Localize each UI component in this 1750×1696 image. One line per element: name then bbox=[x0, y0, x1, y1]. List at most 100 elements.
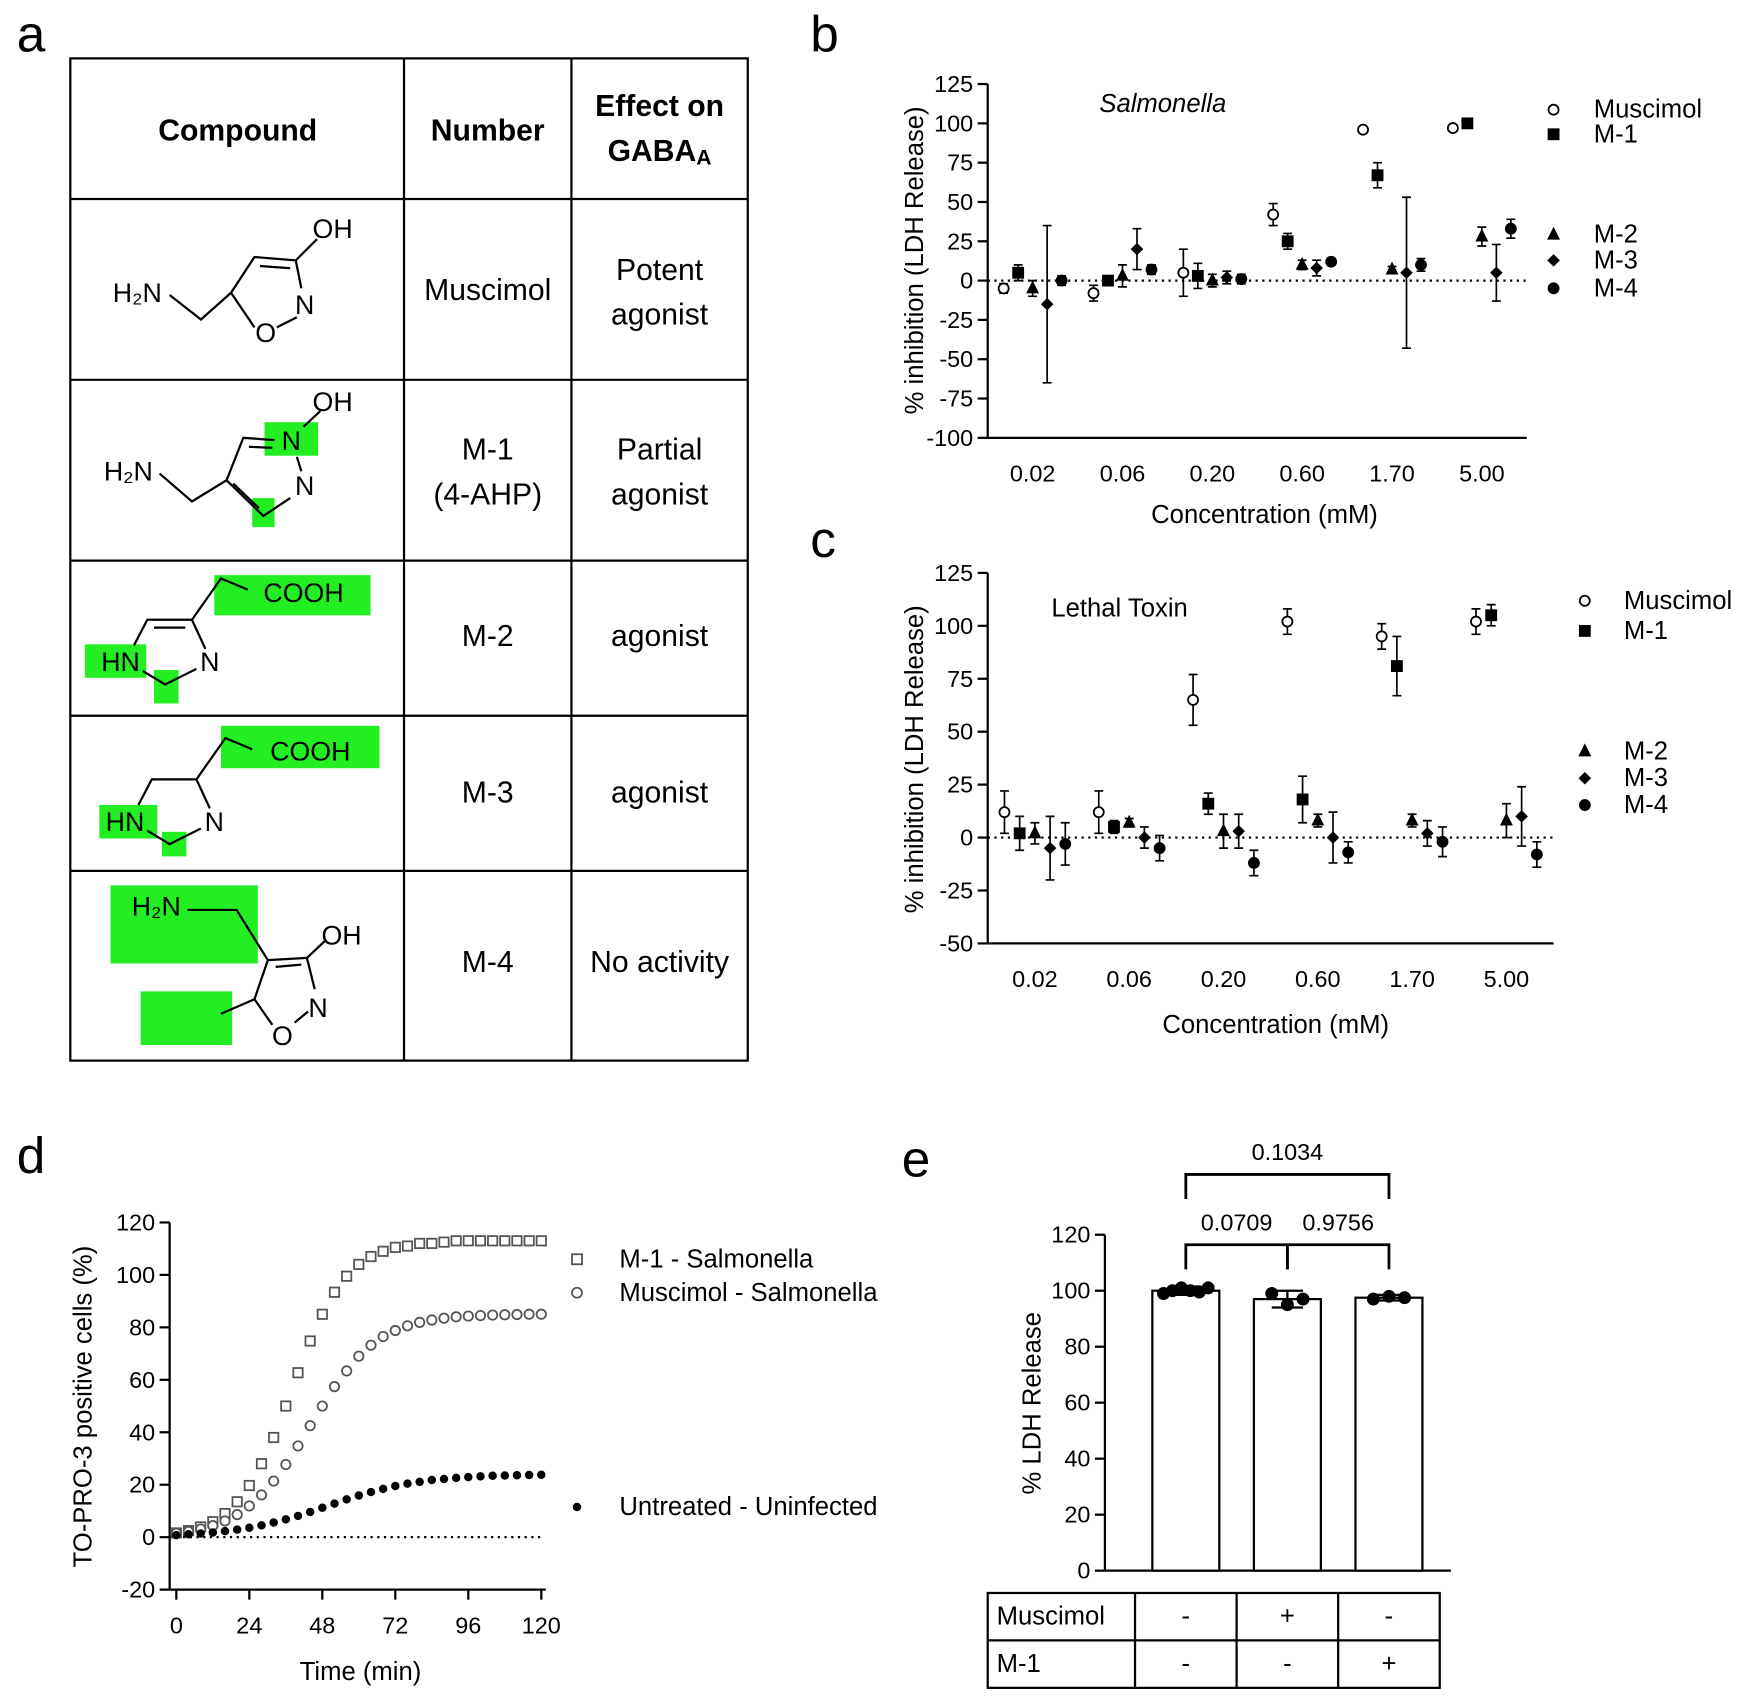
legend-marker bbox=[1578, 743, 1592, 757]
data-point bbox=[1087, 287, 1100, 300]
header-cell: Number bbox=[431, 114, 545, 147]
data-point bbox=[476, 1472, 485, 1481]
structure-bonds bbox=[137, 736, 253, 846]
data-point bbox=[1375, 630, 1388, 643]
highlight bbox=[154, 669, 179, 704]
atom-label: OH bbox=[321, 921, 361, 951]
data-point bbox=[231, 1509, 243, 1521]
effect-cell: Potent bbox=[616, 254, 704, 287]
treatment-cell: - bbox=[1385, 1603, 1394, 1631]
data-point bbox=[1310, 261, 1323, 275]
y-tick-label: 80 bbox=[1064, 1334, 1090, 1360]
y-tick-label: -20 bbox=[121, 1577, 155, 1603]
data-point bbox=[255, 1458, 268, 1470]
atom-label: HN bbox=[101, 647, 140, 677]
data-point bbox=[172, 1530, 181, 1540]
data-point bbox=[474, 1235, 487, 1247]
data-point bbox=[511, 1235, 523, 1247]
x-axis-title: Concentration (mM) bbox=[1162, 1011, 1389, 1039]
atom-label: COOH bbox=[263, 578, 343, 608]
compound-table: Compound Number Effect on GABAA Muscimol… bbox=[69, 57, 749, 1062]
atom-label: O bbox=[255, 318, 276, 348]
y-tick-label: 25 bbox=[947, 772, 973, 798]
data-point bbox=[184, 1530, 193, 1539]
highlight bbox=[84, 644, 147, 678]
panel-label: c bbox=[810, 511, 836, 568]
x-tick-label: 0.06 bbox=[1100, 461, 1146, 487]
data-point bbox=[1475, 228, 1489, 242]
data-point bbox=[257, 1521, 266, 1530]
x-tick-label: 5.00 bbox=[1459, 461, 1505, 487]
legend-marker bbox=[1547, 103, 1560, 116]
data-point bbox=[305, 1507, 315, 1517]
data-point bbox=[231, 1496, 243, 1508]
data-point bbox=[328, 1286, 341, 1298]
y-tick-label: 0 bbox=[960, 825, 973, 851]
comparison-bracket bbox=[1285, 1243, 1391, 1270]
data-point bbox=[1371, 169, 1384, 182]
x-tick-label: 5.00 bbox=[1484, 966, 1530, 992]
data-point bbox=[500, 1471, 510, 1480]
x-tick-label: 24 bbox=[236, 1612, 262, 1638]
legend-marker bbox=[1578, 771, 1592, 785]
data-point bbox=[450, 1235, 462, 1247]
treatment-cell: - bbox=[1283, 1650, 1292, 1678]
data-point bbox=[487, 1235, 499, 1247]
data-point bbox=[499, 1235, 511, 1247]
bar bbox=[1151, 1289, 1221, 1572]
y-tick-label: 125 bbox=[934, 560, 973, 586]
legend-marker bbox=[1547, 226, 1561, 240]
atom-label: N bbox=[308, 993, 327, 1023]
data-point bbox=[219, 1515, 231, 1527]
data-point bbox=[1055, 274, 1068, 287]
legend-marker bbox=[1547, 254, 1560, 267]
x-tick-label: 0.06 bbox=[1106, 966, 1152, 992]
data-point bbox=[403, 1479, 412, 1488]
data-point bbox=[318, 1503, 327, 1513]
data-point bbox=[389, 1324, 401, 1337]
atom-label: H₂N bbox=[132, 892, 181, 922]
data-point bbox=[1382, 1289, 1396, 1303]
atom-label: H₂N bbox=[104, 456, 153, 486]
x-axis-title: Time (min) bbox=[300, 1658, 422, 1686]
highlight bbox=[252, 498, 275, 528]
data-point bbox=[462, 1310, 474, 1322]
data-point bbox=[1220, 271, 1234, 284]
panel-label: b bbox=[810, 5, 839, 62]
y-axis-title: TO-PRO-3 positive cells (%) bbox=[70, 1246, 98, 1568]
number-cell: M-1 bbox=[462, 434, 514, 467]
y-tick-label: -25 bbox=[939, 307, 973, 333]
data-point bbox=[1108, 821, 1120, 833]
data-point bbox=[377, 1330, 389, 1343]
structure-bonds bbox=[132, 577, 249, 686]
data-point bbox=[1130, 242, 1144, 256]
data-point bbox=[474, 1309, 487, 1322]
highlight bbox=[214, 575, 371, 616]
x-tick-label: 0 bbox=[170, 1612, 183, 1638]
x-tick-label: 0.60 bbox=[1279, 461, 1325, 487]
y-tick-label: 100 bbox=[116, 1262, 155, 1288]
data-point bbox=[268, 1431, 280, 1444]
data-point bbox=[537, 1470, 546, 1479]
data-point bbox=[1217, 823, 1230, 837]
effect-cell: agonist bbox=[611, 776, 709, 809]
data-point bbox=[1385, 261, 1399, 275]
legend-marker bbox=[1578, 625, 1591, 637]
y-tick-label: 0 bbox=[960, 268, 973, 294]
data-point bbox=[365, 1339, 377, 1351]
data-point bbox=[196, 1529, 205, 1538]
data-point bbox=[292, 1440, 304, 1452]
y-tick-label: 40 bbox=[129, 1419, 155, 1445]
y-axis-title: % inhibition (LDH Release) bbox=[901, 605, 929, 913]
y-tick-label: 100 bbox=[934, 110, 973, 136]
y-tick-label: -100 bbox=[926, 425, 973, 451]
legend-label: M-1 bbox=[1624, 617, 1668, 645]
panel-label: e bbox=[902, 1130, 931, 1187]
treatment-cell: - bbox=[1182, 1603, 1191, 1631]
data-point bbox=[1177, 266, 1190, 279]
legend-label: M-4 bbox=[1594, 274, 1638, 302]
data-point bbox=[438, 1312, 450, 1324]
data-point bbox=[243, 1479, 255, 1492]
data-point bbox=[523, 1235, 535, 1247]
